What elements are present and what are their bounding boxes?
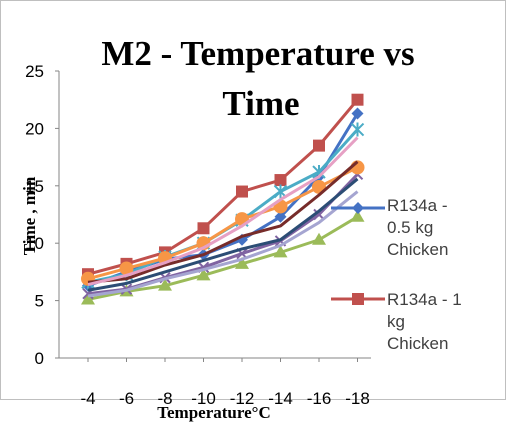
square-marker [351, 93, 364, 106]
series-7 [87, 177, 359, 292]
y-tick-label: 25 [25, 62, 44, 81]
x-tick-label: -4 [80, 389, 95, 408]
series-layer [81, 93, 365, 305]
x-marker [313, 208, 325, 221]
x-axis-title: Temperature°C [157, 403, 271, 422]
x-tick-label: -14 [268, 389, 293, 408]
legend-item-1: R134a - 0.5 kg Chicken [331, 196, 448, 259]
chart-title-line-2: Time [222, 84, 299, 123]
circle-marker [119, 261, 134, 276]
square-marker [197, 222, 210, 235]
series-6 [81, 160, 365, 286]
series-line [87, 215, 359, 301]
diamond-marker [352, 202, 364, 214]
series-line [87, 98, 359, 276]
square-marker [352, 293, 364, 305]
legend-item-2: R134a - 1 kg Chicken [331, 290, 462, 353]
square-marker [313, 139, 325, 152]
x-tick-label: -18 [345, 389, 370, 408]
y-axis-title: Time , min [20, 176, 39, 255]
triangle-marker [158, 278, 172, 291]
x-tick-label: -12 [230, 389, 255, 408]
series-line [87, 177, 359, 292]
triangle-marker [312, 232, 326, 245]
square-marker [274, 174, 287, 187]
square-marker [236, 185, 248, 198]
y-tick-label: 0 [35, 349, 44, 368]
axes: 0 5 10 15 20 25 -4 -6 -8 -10 -12 -14 -16 -18 [25, 62, 371, 408]
y-tick-label: 20 [25, 119, 44, 138]
star-marker [350, 122, 365, 137]
series-line [87, 190, 359, 298]
triangle-marker [235, 256, 249, 269]
legend-label: 0.5 kg [387, 218, 433, 237]
x-tick-label: -16 [307, 389, 332, 408]
chart-title-line-1: M2 - Temperature vs [101, 34, 414, 73]
legend-label: R134a - 1 [387, 290, 462, 309]
triangle-marker [350, 209, 365, 222]
x-tick-label: -6 [119, 389, 134, 408]
series-10 [87, 136, 359, 286]
triangle-marker [273, 245, 288, 258]
x-tick-label: -10 [191, 389, 216, 408]
diamond-marker [274, 210, 287, 223]
legend-label: Chicken [387, 334, 448, 353]
series-8 [87, 160, 359, 284]
series-line [87, 160, 359, 284]
diamond-marker [351, 107, 364, 120]
series-9 [87, 190, 359, 298]
legend-label: kg [387, 312, 405, 331]
y-tick-label: 10 [25, 234, 44, 253]
triangle-marker [196, 268, 211, 281]
legend: R134a - 0.5 kg Chicken R134a - 1 kg Chicken [331, 196, 462, 353]
x-tick-label: -8 [157, 389, 172, 408]
y-tick-label: 5 [35, 292, 44, 311]
legend-label: R134a - [387, 196, 447, 215]
series-line [87, 136, 359, 286]
legend-label: Chicken [387, 240, 448, 259]
triangle-marker [81, 292, 95, 305]
y-tick-label: 15 [25, 177, 44, 196]
